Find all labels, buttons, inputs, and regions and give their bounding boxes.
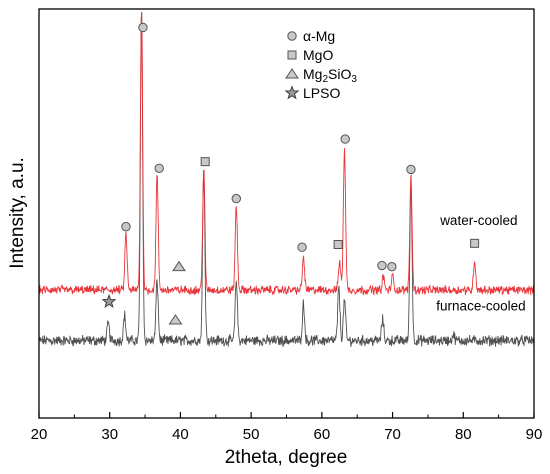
- peak-marker-circle-9: [387, 261, 397, 272]
- peak-marker-triangle-12: [172, 260, 186, 272]
- legend-label: MgO: [303, 47, 333, 63]
- legend-triangle-icon: [285, 68, 299, 79]
- peak-marker-star-14: [101, 293, 117, 309]
- peak-marker-circle-1: [138, 22, 148, 33]
- legend-square-icon: [287, 50, 297, 60]
- peak-marker-square-3: [200, 157, 210, 167]
- x-tick-label: 40: [172, 426, 189, 443]
- peak-marker-square-11: [470, 238, 480, 248]
- peak-marker-triangle-13: [168, 314, 183, 325]
- x-tick-label: 30: [101, 426, 118, 443]
- annotation-layer: water-cooled furnace-cooled: [436, 213, 525, 314]
- series-line-water-cooled: [39, 12, 534, 296]
- x-tick-label: 90: [526, 426, 543, 443]
- x-axis-title: 2theta, degree: [225, 447, 348, 468]
- series-annotation-water-cooled: water-cooled: [439, 213, 517, 228]
- x-tick-label: 80: [455, 426, 472, 443]
- peak-marker-circle-4: [231, 193, 241, 204]
- tick-layer: 20 30 40 50 60 70 80 90: [31, 412, 543, 443]
- legend-label: Mg2SiO3: [303, 66, 357, 85]
- legend-label: LPSO: [303, 85, 340, 101]
- legend-label: α-Mg: [303, 28, 335, 44]
- peak-marker-circle-5: [297, 242, 307, 252]
- y-axis-title: Intensity, a.u.: [7, 157, 28, 269]
- peak-marker-circle-0: [121, 221, 131, 232]
- peak-marker-square-6: [333, 240, 343, 250]
- peak-marker-circle-8: [377, 260, 387, 271]
- x-tick-label: 20: [31, 426, 48, 443]
- legend-star-icon: [284, 85, 300, 100]
- series-line-furnace-cooled: [39, 11, 534, 348]
- peak-marker-circle-10: [406, 164, 416, 175]
- peak-marker-circle-2: [154, 163, 164, 173]
- series-annotation-furnace-cooled: furnace-cooled: [436, 299, 525, 314]
- series-layer: [39, 11, 534, 348]
- marker-layer: [101, 22, 480, 325]
- x-tick-label: 60: [314, 426, 331, 443]
- legend-circle-icon: [287, 31, 297, 41]
- x-tick-label: 70: [384, 426, 401, 443]
- peak-marker-circle-7: [340, 134, 350, 144]
- x-tick-label: 50: [243, 426, 260, 443]
